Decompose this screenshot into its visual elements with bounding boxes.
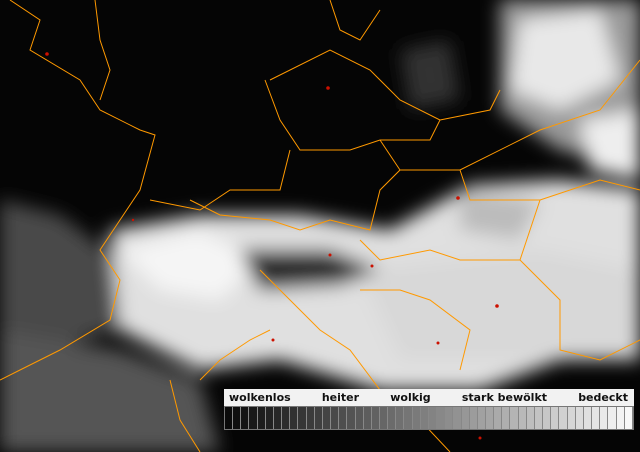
- legend-step: [233, 407, 242, 429]
- legend-step: [551, 407, 560, 429]
- legend-step: [412, 407, 421, 429]
- legend-step: [379, 407, 389, 429]
- legend-step: [486, 407, 495, 429]
- legend-step: [306, 407, 315, 429]
- legend-step: [273, 407, 283, 429]
- legend-step: [453, 407, 462, 429]
- legend-step: [461, 407, 470, 429]
- legend-step: [518, 407, 527, 429]
- legend-step: [526, 407, 535, 429]
- legend-step: [388, 407, 397, 429]
- legend-step: [290, 407, 299, 429]
- legend-step: [371, 407, 380, 429]
- legend-step: [339, 407, 348, 429]
- legend-step: [428, 407, 438, 429]
- legend-step: [420, 407, 429, 429]
- legend-label-cloudy: wolkig: [390, 391, 431, 404]
- legend-gradient-bar: [224, 406, 634, 430]
- legend-step: [249, 407, 258, 429]
- legend-step: [355, 407, 364, 429]
- legend-step: [624, 407, 633, 429]
- legend-step: [404, 407, 413, 429]
- legend-step: [314, 407, 323, 429]
- legend-step: [575, 407, 584, 429]
- legend-step: [567, 407, 576, 429]
- legend-step: [282, 407, 291, 429]
- legend-step: [331, 407, 340, 429]
- legend-label-overcast: bedeckt: [578, 391, 628, 404]
- legend-labels: wolkenlos heiter wolkig stark bewölkt be…: [224, 389, 634, 406]
- legend-step: [298, 407, 307, 429]
- legend-step: [559, 407, 568, 429]
- legend-step: [543, 407, 552, 429]
- legend-step: [494, 407, 503, 429]
- legend-label-clear: wolkenlos: [229, 391, 291, 404]
- legend-step: [534, 407, 544, 429]
- legend-step: [265, 407, 274, 429]
- legend-step: [583, 407, 593, 429]
- cloud-cover-legend: wolkenlos heiter wolkig stark bewölkt be…: [224, 389, 634, 431]
- legend-step: [445, 407, 454, 429]
- legend-label-fair: heiter: [321, 391, 360, 404]
- legend-step: [241, 407, 250, 429]
- legend-step: [347, 407, 356, 429]
- legend-step: [510, 407, 519, 429]
- legend-step: [608, 407, 617, 429]
- legend-label-mostly-cloudy: stark bewölkt: [461, 391, 548, 404]
- legend-step: [225, 407, 234, 429]
- legend-step: [502, 407, 511, 429]
- legend-step: [363, 407, 372, 429]
- legend-step: [616, 407, 625, 429]
- legend-step: [396, 407, 405, 429]
- city-markers: [45, 52, 499, 440]
- legend-step: [592, 407, 601, 429]
- legend-step: [437, 407, 446, 429]
- legend-step: [322, 407, 332, 429]
- legend-step: [257, 407, 266, 429]
- legend-step: [469, 407, 478, 429]
- legend-step: [477, 407, 486, 429]
- legend-step: [600, 407, 609, 429]
